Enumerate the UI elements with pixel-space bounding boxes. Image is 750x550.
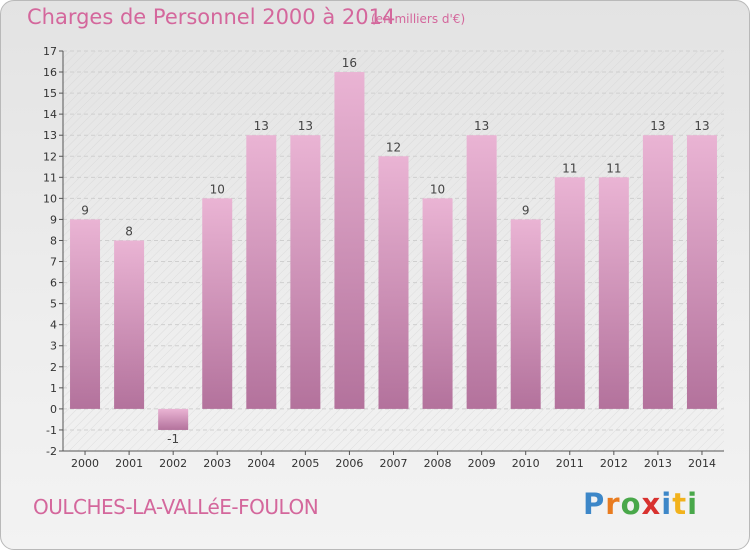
data-label-2011: 11 bbox=[562, 161, 577, 175]
bar-2011 bbox=[554, 177, 585, 409]
y-tick-label: 0 bbox=[50, 403, 57, 416]
bar-2006 bbox=[334, 72, 365, 409]
data-label-2004: 13 bbox=[254, 119, 269, 133]
data-label-2012: 11 bbox=[606, 161, 621, 175]
logo-letter: P bbox=[583, 487, 606, 521]
data-label-2006: 16 bbox=[342, 56, 357, 70]
logo-letter: r bbox=[605, 487, 621, 521]
x-tick-label: 2006 bbox=[335, 457, 363, 470]
x-tick-label: 2002 bbox=[159, 457, 187, 470]
x-tick-label: 2014 bbox=[688, 457, 716, 470]
y-tick-label: 13 bbox=[43, 129, 57, 142]
x-tick-label: 2004 bbox=[247, 457, 275, 470]
data-label-2003: 10 bbox=[210, 182, 225, 196]
y-tick-label: 8 bbox=[50, 234, 57, 247]
x-tick-label: 2008 bbox=[424, 457, 452, 470]
x-tick-label: 2012 bbox=[600, 457, 628, 470]
y-tick-label: 2 bbox=[50, 361, 57, 374]
bar-2008 bbox=[422, 198, 453, 409]
chart-subtitle: (en milliers d'€) bbox=[371, 12, 466, 26]
y-tick-label: -2 bbox=[46, 445, 57, 458]
chart-title: Charges de Personnel 2000 à 2014 bbox=[27, 5, 396, 29]
x-tick-label: 2009 bbox=[468, 457, 496, 470]
data-label-2008: 10 bbox=[430, 182, 445, 196]
bar-2005 bbox=[290, 135, 321, 409]
data-label-2007: 12 bbox=[386, 140, 401, 154]
x-tick-label: 2005 bbox=[291, 457, 319, 470]
bar-2003 bbox=[202, 198, 233, 409]
x-tick-label: 2001 bbox=[115, 457, 143, 470]
bar-2004 bbox=[246, 135, 277, 409]
x-tick-label: 2013 bbox=[644, 457, 672, 470]
x-tick-label: 2000 bbox=[71, 457, 99, 470]
logo-letter: i bbox=[687, 487, 699, 521]
data-label-2014: 13 bbox=[694, 119, 709, 133]
logo-letter: o bbox=[620, 487, 642, 521]
y-tick-label: 16 bbox=[43, 66, 57, 79]
y-tick-label: 12 bbox=[43, 150, 57, 163]
x-tick-label: 2010 bbox=[512, 457, 540, 470]
proxiti-logo: Proxiti bbox=[583, 487, 698, 521]
x-tick-label: 2011 bbox=[556, 457, 584, 470]
bar-2014 bbox=[686, 135, 717, 409]
y-tick-label: 6 bbox=[50, 277, 57, 290]
y-tick-label: 14 bbox=[43, 108, 57, 121]
y-tick-label: 5 bbox=[50, 298, 57, 311]
bar-2012 bbox=[598, 177, 629, 409]
y-tick-label: 10 bbox=[43, 192, 57, 205]
data-label-2009: 13 bbox=[474, 119, 489, 133]
bar-2007 bbox=[378, 156, 409, 409]
y-tick-label: 15 bbox=[43, 87, 57, 100]
data-label-2000: 9 bbox=[81, 203, 89, 217]
data-label-2002: -1 bbox=[167, 432, 179, 446]
bar-2000 bbox=[70, 219, 101, 409]
commune-name: OULCHES-LA-VALLéE-FOULON bbox=[33, 495, 319, 519]
y-tick-label: 1 bbox=[50, 382, 57, 395]
y-tick-label: 11 bbox=[43, 171, 57, 184]
logo-letter: t bbox=[672, 487, 688, 521]
data-label-2001: 8 bbox=[125, 224, 133, 238]
bar-2002 bbox=[158, 408, 189, 430]
x-tick-label: 2007 bbox=[380, 457, 408, 470]
y-tick-label: 4 bbox=[50, 319, 57, 332]
data-label-2013: 13 bbox=[650, 119, 665, 133]
logo-letter: i bbox=[661, 487, 673, 521]
logo-letter: x bbox=[641, 487, 662, 521]
y-tick-label: -1 bbox=[46, 424, 57, 437]
bar-2009 bbox=[466, 135, 497, 409]
x-tick-label: 2003 bbox=[203, 457, 231, 470]
y-tick-label: 7 bbox=[50, 256, 57, 269]
y-tick-label: 17 bbox=[43, 45, 57, 58]
bar-2010 bbox=[510, 219, 541, 409]
bar-2013 bbox=[642, 135, 673, 409]
data-label-2005: 13 bbox=[298, 119, 313, 133]
y-tick-label: 3 bbox=[50, 340, 57, 353]
data-label-2010: 9 bbox=[522, 203, 530, 217]
y-tick-label: 9 bbox=[50, 213, 57, 226]
bar-2001 bbox=[114, 240, 145, 409]
